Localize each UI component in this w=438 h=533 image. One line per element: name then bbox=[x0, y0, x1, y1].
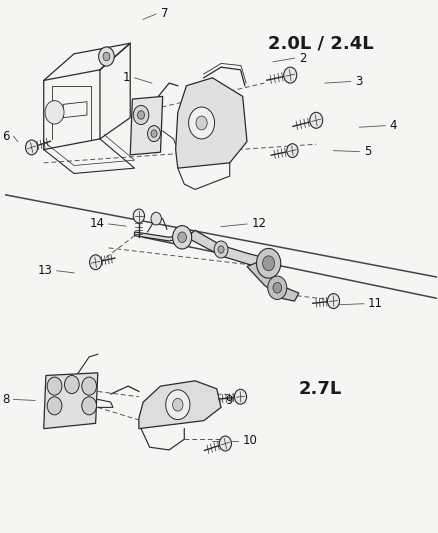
Circle shape bbox=[273, 282, 282, 293]
Polygon shape bbox=[130, 96, 162, 155]
Text: 5: 5 bbox=[364, 145, 371, 158]
Circle shape bbox=[90, 255, 102, 270]
Text: 2.7L: 2.7L bbox=[299, 380, 342, 398]
Text: 6: 6 bbox=[2, 130, 9, 143]
Circle shape bbox=[257, 248, 281, 278]
Circle shape bbox=[103, 52, 110, 61]
Text: 2.0L / 2.4L: 2.0L / 2.4L bbox=[268, 34, 373, 52]
Circle shape bbox=[151, 130, 157, 138]
Polygon shape bbox=[176, 78, 247, 168]
Circle shape bbox=[25, 140, 38, 155]
Circle shape bbox=[173, 225, 192, 249]
Polygon shape bbox=[139, 381, 221, 429]
Circle shape bbox=[284, 67, 297, 83]
Text: 11: 11 bbox=[368, 297, 383, 310]
Circle shape bbox=[45, 101, 64, 124]
Text: 3: 3 bbox=[355, 75, 363, 88]
Circle shape bbox=[178, 232, 187, 243]
Circle shape bbox=[328, 294, 339, 309]
Text: 9: 9 bbox=[226, 394, 233, 408]
Text: 12: 12 bbox=[251, 217, 266, 230]
Circle shape bbox=[268, 276, 287, 300]
Circle shape bbox=[99, 47, 114, 66]
Circle shape bbox=[82, 377, 96, 395]
Circle shape bbox=[133, 106, 149, 125]
Circle shape bbox=[138, 111, 145, 119]
Circle shape bbox=[166, 390, 190, 419]
Circle shape bbox=[64, 375, 79, 393]
Text: 13: 13 bbox=[38, 264, 53, 277]
Text: 4: 4 bbox=[390, 119, 397, 132]
Circle shape bbox=[214, 241, 228, 258]
Circle shape bbox=[219, 436, 231, 451]
Circle shape bbox=[47, 397, 62, 415]
Text: 2: 2 bbox=[299, 52, 307, 64]
Circle shape bbox=[133, 209, 145, 223]
Text: 8: 8 bbox=[2, 393, 9, 406]
Polygon shape bbox=[44, 373, 98, 429]
Circle shape bbox=[218, 246, 224, 253]
Circle shape bbox=[47, 377, 62, 395]
Text: 7: 7 bbox=[160, 7, 168, 20]
Circle shape bbox=[234, 389, 247, 404]
Text: 14: 14 bbox=[89, 217, 104, 230]
Circle shape bbox=[173, 398, 183, 411]
Circle shape bbox=[82, 397, 96, 415]
Circle shape bbox=[310, 112, 323, 128]
Polygon shape bbox=[187, 230, 277, 266]
Circle shape bbox=[151, 212, 161, 225]
Circle shape bbox=[287, 144, 298, 158]
Polygon shape bbox=[134, 232, 195, 241]
Text: 1: 1 bbox=[123, 71, 130, 84]
Circle shape bbox=[189, 107, 215, 139]
Polygon shape bbox=[247, 261, 299, 301]
Circle shape bbox=[262, 256, 275, 271]
Text: 10: 10 bbox=[243, 434, 258, 447]
Circle shape bbox=[148, 126, 160, 142]
Circle shape bbox=[196, 116, 207, 130]
